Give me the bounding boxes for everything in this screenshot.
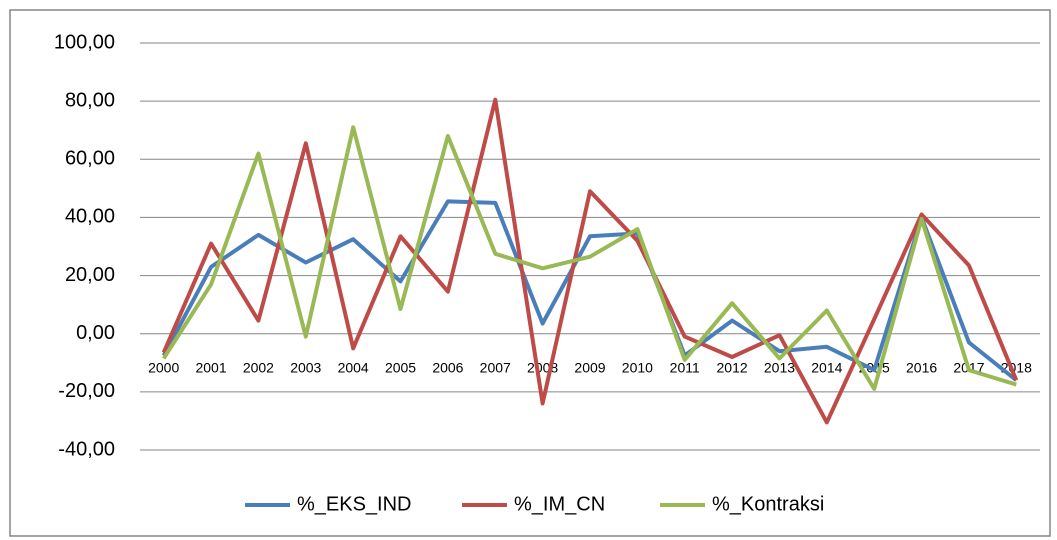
x-tick-label: 2007 xyxy=(480,359,511,375)
legend-label: %_EKS_IND xyxy=(297,493,412,515)
x-tick-label: 2012 xyxy=(717,359,748,375)
x-tick-label: 2010 xyxy=(622,359,653,375)
y-tick-label: -20,00 xyxy=(58,380,115,402)
legend-label: %_IM_CN xyxy=(514,493,605,515)
y-tick-label: 100,00 xyxy=(54,31,115,53)
x-tick-label: 2002 xyxy=(243,359,274,375)
x-tick-label: 2001 xyxy=(195,359,226,375)
x-tick-label: 2006 xyxy=(432,359,463,375)
x-tick-label: 2005 xyxy=(385,359,416,375)
x-tick-label: 2013 xyxy=(764,359,795,375)
legend-label: %_Kontraksi xyxy=(712,493,824,515)
y-tick-label: 20,00 xyxy=(65,264,115,286)
x-tick-label: 2004 xyxy=(338,359,369,375)
y-tick-label: -40,00 xyxy=(58,438,115,460)
series-line xyxy=(161,97,1019,425)
y-tick-label: 80,00 xyxy=(65,89,115,111)
y-tick-label: 0,00 xyxy=(76,322,115,344)
x-tick-label: 2011 xyxy=(670,359,700,375)
x-tick-label: 2003 xyxy=(290,359,321,375)
y-tick-label: 40,00 xyxy=(65,206,115,228)
series-line xyxy=(161,199,1018,382)
x-tick-label: 2016 xyxy=(906,359,937,375)
x-tick-label: 2000 xyxy=(148,359,179,375)
x-tick-label: 2009 xyxy=(574,359,605,375)
series-line xyxy=(162,125,1017,391)
y-tick-label: 60,00 xyxy=(65,148,115,170)
x-tick-label: 2014 xyxy=(811,359,842,375)
chart-frame xyxy=(9,9,1051,537)
